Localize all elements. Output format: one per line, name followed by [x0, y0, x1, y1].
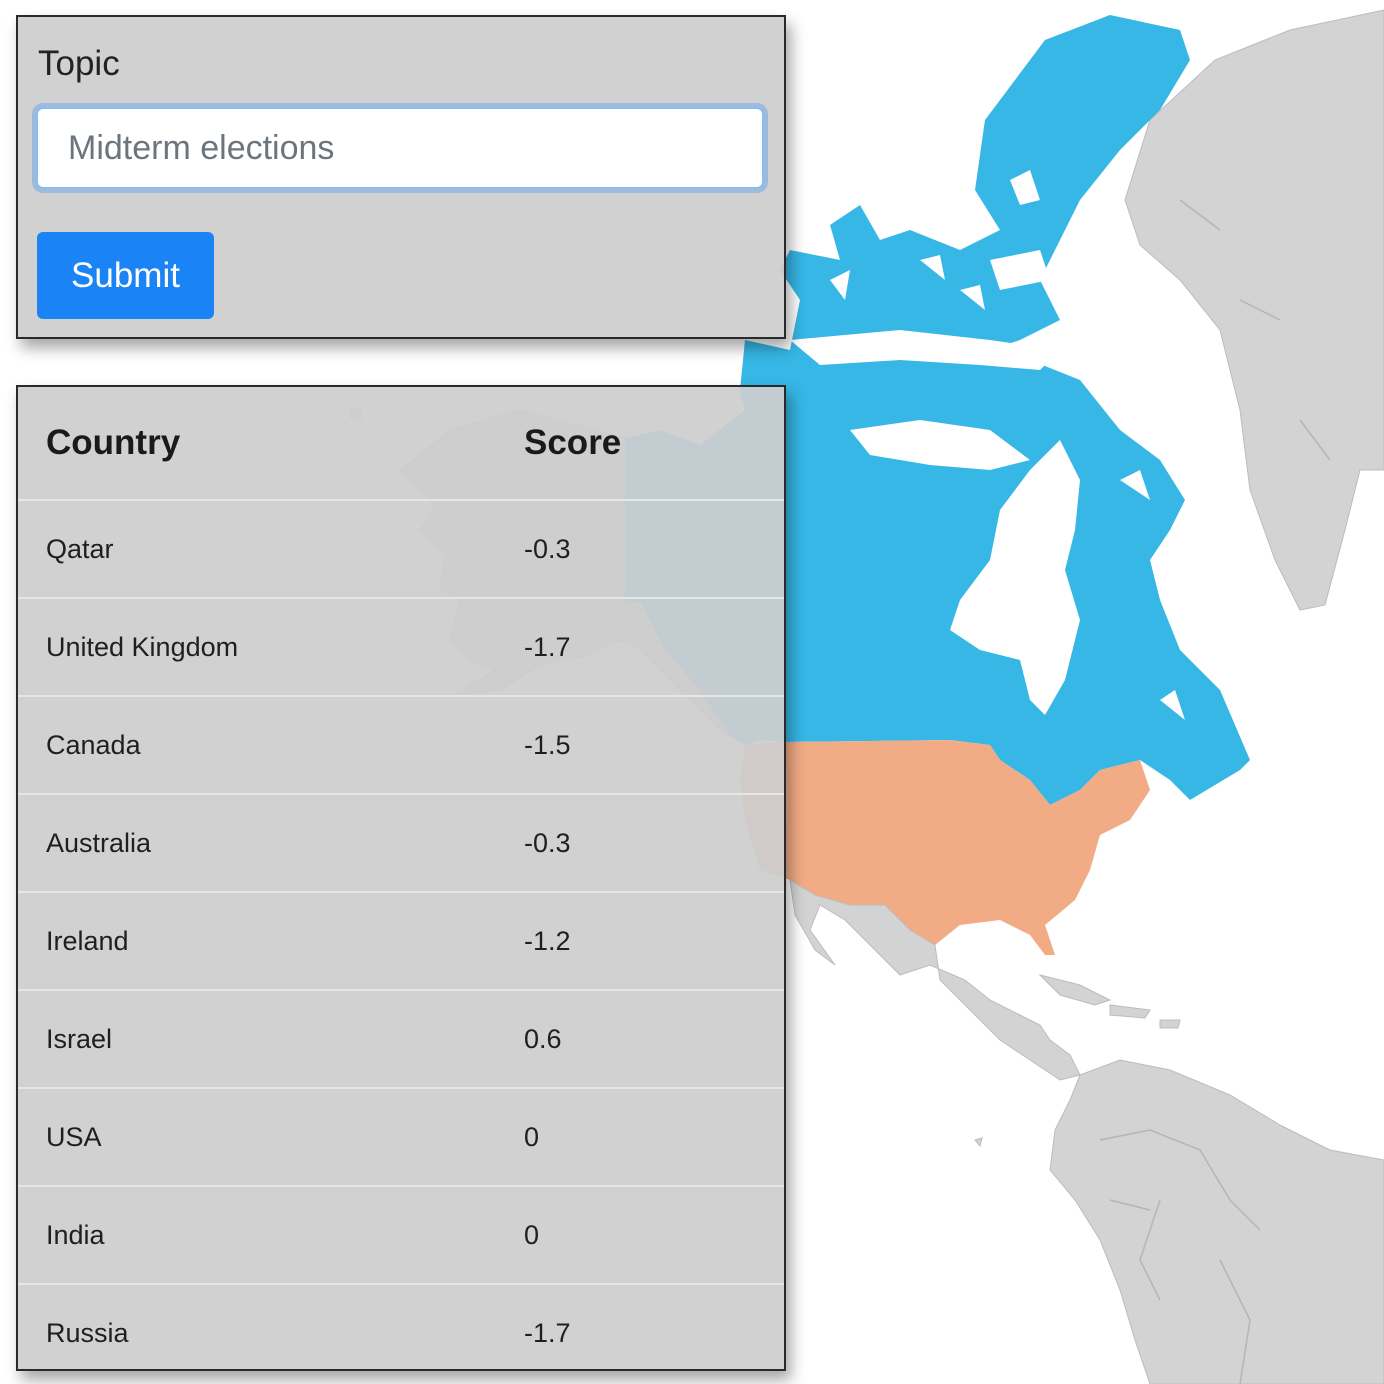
table-row: Canada -1.5	[18, 696, 784, 795]
results-table: Country Score Qatar -0.3 United Kingdom …	[18, 387, 784, 1369]
score-cell: -0.3	[496, 794, 784, 893]
table-row: Russia -1.7	[18, 1284, 784, 1369]
score-cell: -1.7	[496, 598, 784, 697]
topic-input[interactable]	[37, 108, 763, 188]
map-region-mexico[interactable]	[789, 879, 1081, 1081]
country-cell: Israel	[18, 990, 496, 1089]
country-cell: Canada	[18, 696, 496, 795]
map-borders-greenland	[1179, 199, 1331, 461]
country-cell: Russia	[46, 1318, 129, 1348]
country-cell: Ireland	[18, 892, 496, 991]
country-cell: USA	[18, 1088, 496, 1187]
score-cell: 0	[496, 1186, 784, 1285]
country-cell: Qatar	[18, 500, 496, 599]
column-header-score[interactable]: Score	[496, 387, 784, 501]
map-region-arctic-channels	[790, 250, 1160, 470]
score-cell: -0.3	[496, 500, 784, 599]
column-header-country[interactable]: Country	[18, 387, 496, 501]
country-cell: Australia	[18, 794, 496, 893]
table-row: India 0	[18, 1186, 784, 1285]
table-row: Australia -0.3	[18, 794, 784, 893]
table-header-row: Country Score	[18, 387, 784, 501]
map-region-usa[interactable]	[785, 740, 1150, 955]
map-borders-south-america	[1099, 1129, 1261, 1384]
score-cell: -1.5	[496, 696, 784, 795]
topic-label: Topic	[38, 44, 120, 83]
country-cell: United Kingdom	[18, 598, 496, 697]
score-cell: 0.6	[496, 990, 784, 1089]
map-region-south-america[interactable]	[1049, 1059, 1384, 1384]
table-row: Qatar -0.3	[18, 500, 784, 599]
table-row: Ireland -1.2	[18, 892, 784, 991]
country-cell: India	[18, 1186, 496, 1285]
table-row: Israel 0.6	[18, 990, 784, 1089]
score-cell: -1.2	[496, 892, 784, 991]
results-panel: Country Score Qatar -0.3 United Kingdom …	[16, 385, 786, 1371]
map-region-caribbean[interactable]	[974, 974, 1181, 1148]
topic-form: Topic Submit	[16, 15, 786, 339]
table-row: United Kingdom -1.7	[18, 598, 784, 697]
map-region-hudson-bay	[950, 440, 1080, 715]
score-cell: -1.7	[524, 1318, 571, 1348]
score-cell: 0	[496, 1088, 784, 1187]
table-row: USA 0	[18, 1088, 784, 1187]
map-region-greenland[interactable]	[1124, 9, 1384, 611]
submit-button[interactable]: Submit	[37, 232, 214, 319]
